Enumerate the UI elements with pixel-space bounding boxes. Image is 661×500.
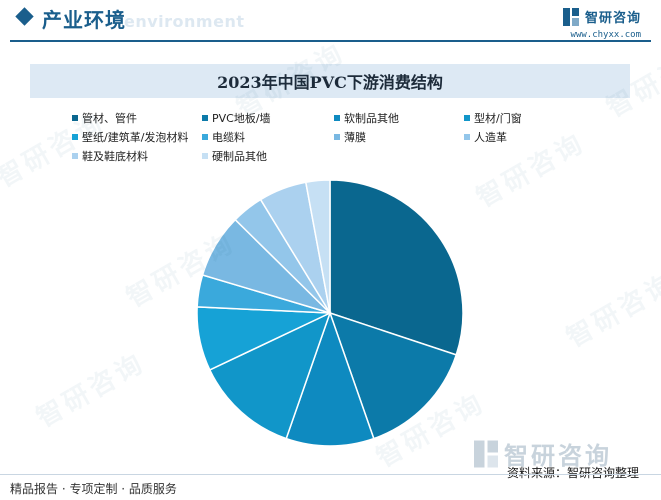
legend-swatch bbox=[72, 115, 78, 121]
legend-label: 电缆料 bbox=[212, 131, 245, 144]
header-divider bbox=[10, 40, 651, 42]
legend-label: PVC地板/墙 bbox=[212, 112, 271, 125]
source-logo-name: 智研咨询 bbox=[504, 442, 612, 470]
legend-label: 薄膜 bbox=[344, 131, 366, 144]
section-watermark: environment bbox=[124, 12, 245, 31]
legend-label: 硬制品其他 bbox=[212, 150, 267, 163]
legend-item: 型材/门窗 bbox=[464, 110, 522, 126]
legend-swatch bbox=[202, 153, 208, 159]
source-logo-icon bbox=[474, 440, 498, 467]
legend-label: 鞋及鞋底材料 bbox=[82, 150, 148, 163]
legend-swatch bbox=[334, 115, 340, 121]
brand-name: 智研咨询 bbox=[584, 11, 641, 26]
legend-item: 硬制品其他 bbox=[202, 148, 267, 164]
pie-slice bbox=[208, 311, 332, 440]
legend-item: 管材、管件 bbox=[72, 110, 137, 126]
legend-item: PVC地板/墙 bbox=[202, 110, 271, 126]
pie-slice bbox=[328, 311, 458, 440]
chart-title-band: 2023年中国PVC下游消费结构 bbox=[30, 64, 630, 98]
legend-label: 壁纸/建筑革/发泡材料 bbox=[82, 131, 189, 144]
data-source: 资料来源：智研咨询整理 bbox=[506, 466, 639, 480]
legend-item: 壁纸/建筑革/发泡材料 bbox=[72, 129, 188, 145]
legend-swatch bbox=[72, 134, 78, 140]
legend-swatch bbox=[202, 115, 208, 121]
brand-logo-icon bbox=[562, 7, 579, 26]
legend-item: 鞋及鞋底材料 bbox=[72, 148, 148, 164]
legend-item: 软制品其他 bbox=[334, 110, 399, 126]
source-logo: 智研咨询 bbox=[474, 436, 612, 471]
brand[interactable]: 智研咨询 bbox=[562, 7, 641, 26]
legend-label: 型材/门窗 bbox=[474, 112, 522, 125]
legend-swatch bbox=[334, 134, 340, 140]
legend-swatch bbox=[202, 134, 208, 140]
chart-title: 2023年中国PVC下游消费结构 bbox=[217, 73, 443, 92]
brand-url[interactable]: www.chyxx.com bbox=[570, 30, 641, 40]
pie-slice bbox=[304, 179, 331, 314]
legend-item: 电缆料 bbox=[202, 129, 245, 145]
footer-tagline: 精品报告 · 专项定制 · 品质服务 bbox=[10, 482, 177, 496]
pie-slice bbox=[329, 179, 464, 356]
legend-label: 管材、管件 bbox=[82, 112, 137, 125]
legend-label: 软制品其他 bbox=[344, 112, 399, 125]
legend-swatch bbox=[72, 153, 78, 159]
section-title: 产业环境 bbox=[42, 8, 126, 32]
pie-slice bbox=[285, 310, 375, 447]
legend-swatch bbox=[464, 134, 470, 140]
legend-label: 人造革 bbox=[474, 131, 507, 144]
legend-item: 人造革 bbox=[464, 129, 507, 145]
legend-swatch bbox=[464, 115, 470, 121]
footer-divider bbox=[0, 474, 661, 475]
page-header: 产业环境 environment 智研咨询 www.chyxx.com bbox=[0, 0, 661, 44]
legend-item: 薄膜 bbox=[334, 129, 366, 145]
